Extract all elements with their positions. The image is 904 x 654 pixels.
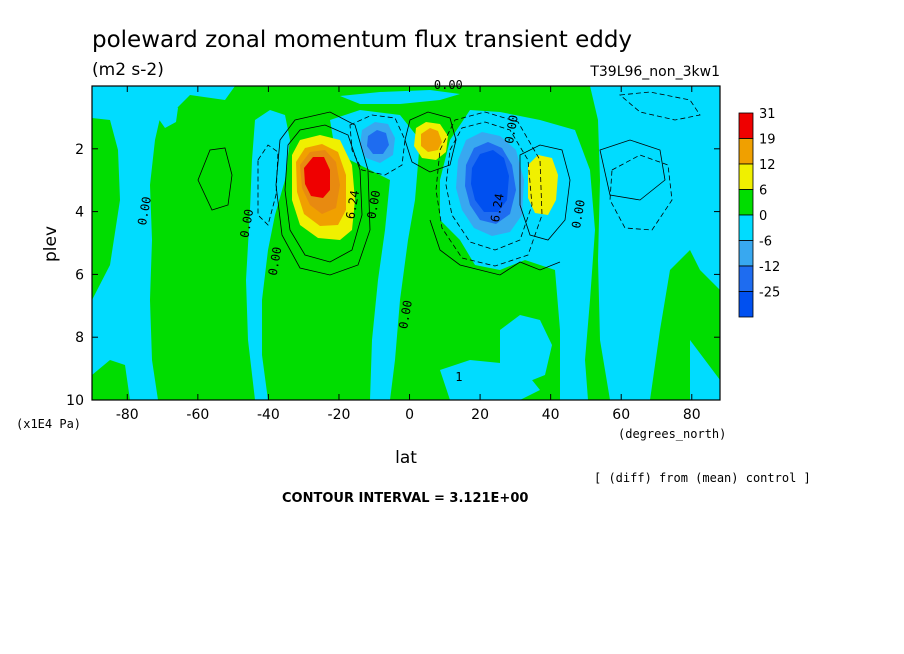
contour-label: 0.00 — [237, 208, 256, 239]
contour-label: 0.00 — [502, 114, 521, 145]
chart-title: poleward zonal momentum flux transient e… — [92, 27, 632, 53]
contour-lines-negative — [257, 91, 701, 267]
chart-units: (m2 s-2) — [92, 60, 164, 80]
contour-label: 1 — [455, 370, 462, 384]
diff-note: [ (diff) from (mean) control ] — [594, 471, 811, 485]
colorbar-label: 31 — [759, 107, 776, 122]
positive-region — [528, 155, 558, 215]
contour-label: 6.24 — [488, 192, 507, 223]
colorbar-label: -25 — [759, 286, 780, 301]
y-axis-title: plev — [41, 226, 61, 262]
contour-interval: CONTOUR INTERVAL = 3.121E+00 — [282, 491, 528, 506]
negative-region — [690, 340, 720, 400]
y-tick-label: 8 — [75, 330, 84, 346]
y-tick-label: 2 — [75, 142, 84, 158]
negative-region — [471, 150, 509, 212]
negative-region — [367, 130, 389, 154]
colorbar-label: -6 — [759, 235, 772, 250]
contour-label: 0.00 — [364, 189, 383, 220]
contour-label: 0.00 — [396, 299, 415, 330]
colorbar-swatch — [738, 189, 754, 216]
contour-label: 0.00 — [135, 195, 154, 226]
contour-label: 0.00 — [434, 78, 463, 92]
y-tick-label: 4 — [75, 205, 84, 221]
colorbar-label: 0 — [759, 209, 767, 224]
x-axis-title: lat — [395, 448, 417, 468]
x-tick-label: -20 — [328, 407, 351, 423]
colorbar-swatch — [738, 112, 754, 139]
colorbar-swatch — [738, 163, 754, 190]
colorbar-swatch — [738, 138, 754, 165]
colorbar-swatch — [738, 214, 754, 241]
x-tick-label: 80 — [683, 407, 701, 423]
negative-region — [92, 86, 235, 400]
colorbar-swatch — [738, 265, 754, 292]
x-tick-label: 40 — [542, 407, 560, 423]
x-axis-units: (degrees_north) — [618, 427, 726, 441]
contour-label: 0.00 — [569, 199, 588, 230]
negative-region — [158, 100, 178, 128]
contour-label: 0.00 — [266, 246, 285, 277]
colorbar-label: -12 — [759, 260, 780, 275]
y-axis: 2 4 6 8 10 — [66, 142, 720, 409]
contour-field — [92, 86, 720, 400]
negative-region — [340, 90, 460, 104]
y-tick-label: 10 — [66, 393, 84, 409]
contour-label: 6.24 — [343, 189, 362, 220]
positive-region — [304, 157, 330, 198]
plot-frame — [91, 85, 721, 401]
experiment-label: T39L96_non_3kw1 — [589, 64, 720, 80]
colorbar-label: 12 — [759, 158, 776, 173]
x-tick-label: 0 — [405, 407, 414, 423]
x-tick-label: 60 — [612, 407, 630, 423]
x-tick-label: 20 — [471, 407, 489, 423]
positive-region — [421, 128, 442, 152]
colorbar: 31 19 12 6 0 -6 -12 -25 — [738, 107, 780, 318]
colorbar-label: 19 — [759, 133, 776, 148]
positive-region — [92, 118, 120, 300]
x-tick-label: -40 — [257, 407, 280, 423]
negative-region — [440, 360, 540, 400]
negative-region — [330, 110, 420, 400]
colorbar-swatch — [738, 291, 754, 318]
y-axis-units: (x1E4 Pa) — [16, 417, 81, 431]
colorbar-label: 6 — [759, 184, 767, 199]
y-tick-label: 6 — [75, 267, 84, 283]
x-tick-label: -80 — [116, 407, 139, 423]
negative-region — [246, 110, 290, 400]
contour-labels: 0.000.000.00 0.000.006.24 0.00 6.24 0.000.00… — [135, 78, 588, 384]
x-tick-label: -60 — [186, 407, 209, 423]
x-axis: -80 -60 -40 -20 0 20 40 60 80 — [116, 86, 701, 423]
positive-region — [92, 360, 130, 400]
colorbar-swatch — [738, 240, 754, 267]
